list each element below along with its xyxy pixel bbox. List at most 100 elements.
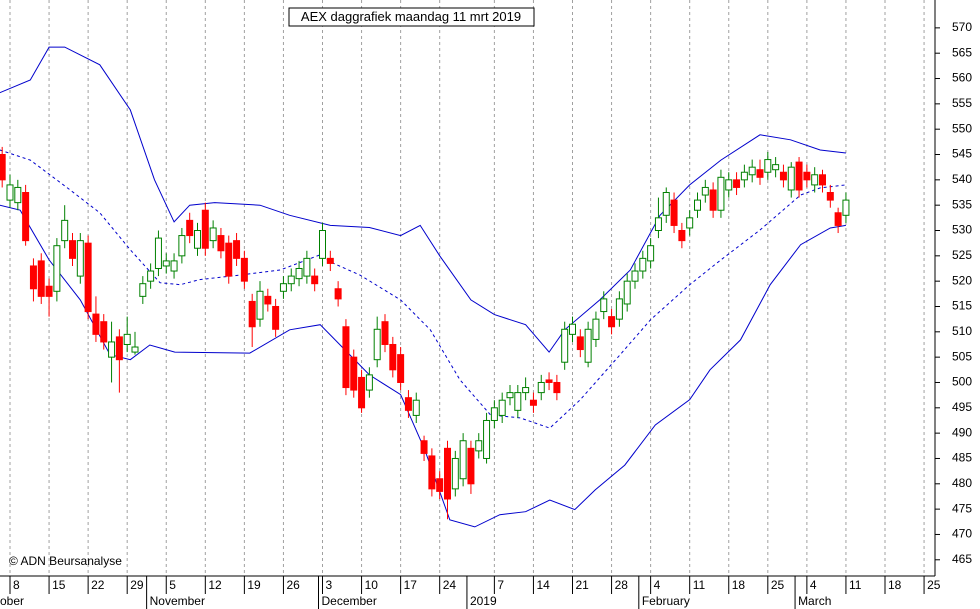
candle-body <box>170 260 178 272</box>
candle-body <box>100 321 108 343</box>
plot-area <box>0 46 850 528</box>
candle-body <box>350 356 358 391</box>
candle-body <box>654 217 662 232</box>
candle-body <box>748 166 756 176</box>
y-tick-label: 470 <box>952 527 972 541</box>
x-tick-label: 19 <box>247 578 261 592</box>
candle-body <box>428 455 436 490</box>
candle-body <box>623 280 631 305</box>
candle-body <box>631 270 639 282</box>
month-label: February <box>642 594 690 608</box>
title-box <box>288 7 535 27</box>
candle-body <box>803 171 811 181</box>
candle-body <box>444 447 451 500</box>
candle-body <box>279 283 287 292</box>
candle-body <box>115 336 123 361</box>
watermark: © ADN Beursanalyse <box>9 554 122 568</box>
x-tick-label: 14 <box>536 578 550 592</box>
y-tick-label: 510 <box>952 324 972 338</box>
candle-body <box>772 164 780 171</box>
candle-body <box>600 298 608 313</box>
candle-body <box>420 440 428 454</box>
candle-body <box>381 321 389 345</box>
x-tick-label: 10 <box>365 578 379 592</box>
y-tick-label: 540 <box>952 172 972 186</box>
y-tick-label: 500 <box>952 375 972 389</box>
candle-body <box>6 184 14 201</box>
x-tick-label: 26 <box>286 578 300 592</box>
y-tick-label: 525 <box>952 248 972 262</box>
y-tick-label: 475 <box>952 501 972 515</box>
y-tick-label: 570 <box>952 20 972 34</box>
candle-body <box>584 328 592 363</box>
x-tick-label: 25 <box>927 578 941 592</box>
candle-body <box>0 154 6 181</box>
x-tick-label: 7 <box>497 578 504 592</box>
candle-body <box>287 275 295 285</box>
candle-body <box>826 192 834 201</box>
candle-body <box>123 333 131 345</box>
candle-body <box>311 275 319 285</box>
candle-body <box>225 242 233 277</box>
candle-body <box>69 240 76 259</box>
chart-title: AEX daggrafiek maandag 11 mrt 2019 <box>301 9 521 24</box>
y-tick-label: 490 <box>952 425 972 439</box>
candle-body <box>319 230 326 259</box>
x-tick-label: 28 <box>615 578 629 592</box>
candle-body <box>217 235 225 252</box>
grid <box>9 0 925 576</box>
band-line <box>0 204 846 528</box>
candle-body <box>139 283 147 297</box>
candle-body <box>756 169 764 178</box>
candle-body <box>709 189 717 211</box>
month-label: ober <box>0 594 24 608</box>
candle-body <box>561 328 569 363</box>
candle-body <box>819 174 826 186</box>
candle-body <box>522 387 530 394</box>
y-tick-label: 485 <box>952 451 972 465</box>
candle-body <box>147 270 155 282</box>
candle-body <box>272 305 280 330</box>
candle-body <box>733 179 741 188</box>
candle-body <box>373 328 381 361</box>
candle-body <box>537 381 545 394</box>
candle-body <box>764 159 772 173</box>
x-tick-label: 24 <box>443 578 457 592</box>
candle-body <box>53 245 61 292</box>
x-tick-label: 18 <box>732 578 746 592</box>
candle-body <box>240 257 248 282</box>
candle-body <box>131 346 139 353</box>
candle-body <box>342 326 350 389</box>
candle-body <box>22 192 30 242</box>
x-tick-label: 17 <box>404 578 418 592</box>
candle-body <box>412 399 420 416</box>
candle-body <box>256 290 264 320</box>
candle-body <box>686 217 694 229</box>
candle-body <box>186 219 194 237</box>
y-tick-label: 465 <box>952 552 972 566</box>
candle-body <box>529 399 537 406</box>
candle-body <box>647 245 655 262</box>
y-tick-label: 555 <box>952 96 972 110</box>
x-tick-label: 12 <box>208 578 222 592</box>
y-tick-label: 560 <box>952 71 972 85</box>
band-line <box>0 46 846 353</box>
candle-body <box>545 379 553 383</box>
y-tick-label: 550 <box>952 121 972 135</box>
x-tick-label: 22 <box>91 578 105 592</box>
x-tick-label: 4 <box>810 578 817 592</box>
x-tick-label: 4 <box>654 578 661 592</box>
candle-body <box>740 171 748 181</box>
month-label: 2019 <box>470 594 497 608</box>
candle-body <box>569 323 576 335</box>
x-tick-label: 21 <box>576 578 590 592</box>
candle-body <box>490 407 498 421</box>
y-tick-label: 515 <box>952 299 972 313</box>
candle-body <box>14 186 22 204</box>
candle-body <box>811 174 819 186</box>
month-label: March <box>798 594 831 608</box>
candle-body <box>694 199 701 211</box>
candle-body <box>365 374 373 391</box>
